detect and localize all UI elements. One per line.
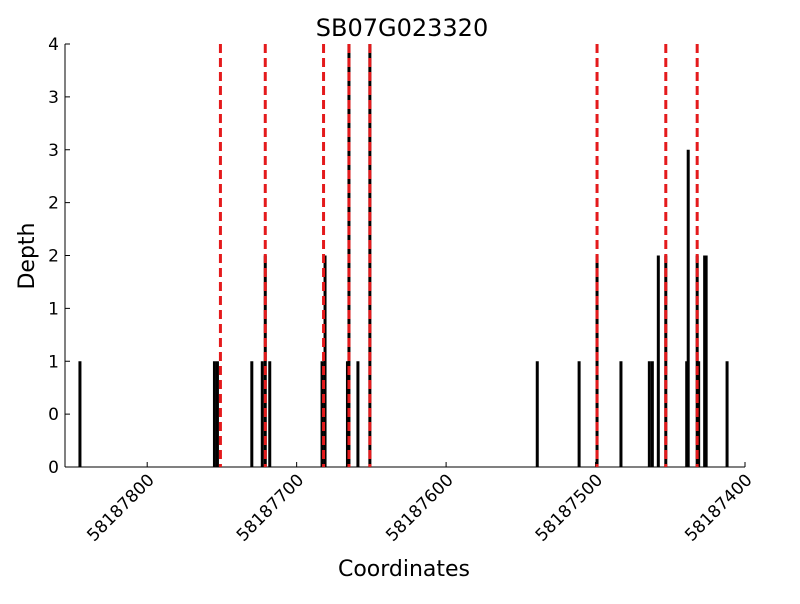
x-tick-label: 58187500	[532, 470, 607, 545]
y-tick-label: 3	[48, 88, 59, 108]
y-tick-label: 3	[48, 141, 59, 161]
bar	[686, 149, 690, 467]
x-tick-label: 58187700	[233, 470, 308, 545]
y-tick-label: 4	[48, 35, 59, 55]
bar	[260, 361, 264, 467]
bar	[647, 361, 651, 467]
y-tick-label: 0	[48, 458, 59, 478]
chart-title: SB07G023320	[316, 14, 488, 42]
bar	[323, 255, 327, 467]
bar	[656, 255, 660, 467]
bar	[650, 361, 654, 467]
y-tick-label: 2	[48, 247, 59, 267]
y-tick-label: 1	[48, 299, 59, 319]
y-axis-label: Depth	[15, 222, 40, 289]
x-tick-label: 58187600	[382, 470, 457, 545]
y-tick-label: 1	[48, 352, 59, 372]
bar	[268, 361, 272, 467]
bar	[215, 361, 219, 467]
bar	[664, 255, 668, 467]
bar	[595, 255, 599, 467]
bar	[212, 361, 216, 467]
bar	[356, 361, 360, 467]
bar	[704, 255, 708, 467]
bar	[725, 361, 729, 467]
bar	[250, 361, 254, 467]
x-tick-label: 58187800	[83, 470, 158, 545]
bar	[535, 361, 539, 467]
bar	[78, 361, 82, 467]
bar	[263, 255, 267, 467]
y-tick-label: 2	[48, 194, 59, 214]
bar	[619, 361, 623, 467]
x-axis-label: Coordinates	[338, 557, 470, 582]
bar	[577, 361, 581, 467]
y-tick-label: 0	[48, 405, 59, 425]
x-tick-label: 58187400	[681, 470, 756, 545]
